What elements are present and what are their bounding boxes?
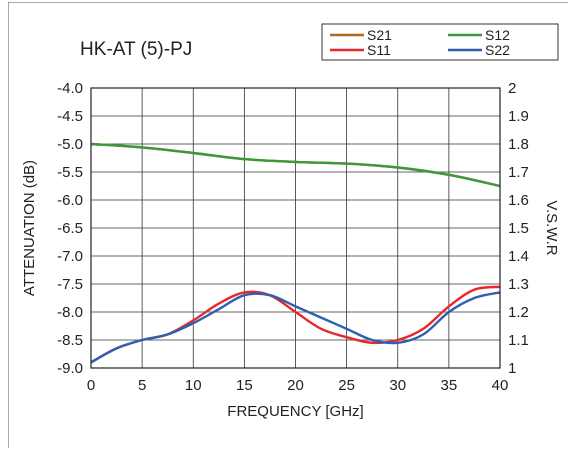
- y-left-tick-label: -8.5: [57, 332, 83, 349]
- legend-box: [321, 23, 559, 61]
- x-tick-label: 30: [389, 377, 406, 394]
- y-left-tick-label: -5.0: [57, 136, 83, 153]
- y-left-tick-label: -4.0: [57, 80, 83, 97]
- x-tick-label: 35: [441, 377, 458, 394]
- y-right-tick-label: 1.9: [508, 108, 529, 125]
- y-left-tick-label: -5.5: [57, 164, 83, 181]
- x-tick-label: 40: [492, 377, 509, 394]
- y-right-tick-label: 1.4: [508, 248, 529, 265]
- y-left-tick-label: -6.0: [57, 192, 83, 209]
- x-tick-label: 5: [138, 377, 146, 394]
- y-left-tick-label: -8.0: [57, 304, 83, 321]
- y-right-tick-label: 1: [508, 360, 516, 377]
- y-right-tick-labels: 2 1.9 1.8 1.7 1.6 1.5 1.4 1.3 1.2 1.1 1: [508, 80, 529, 377]
- x-tick-label: 25: [338, 377, 355, 394]
- x-tick-labels: 0 5 10 15 20 25 30 35 40: [87, 377, 509, 394]
- y-left-tick-labels: -4.0 -4.5 -5.0 -5.5 -6.0 -6.5 -7.0 -7.5 -8.0 -8.5…: [57, 80, 83, 377]
- y-left-tick-label: -9.0: [57, 360, 83, 377]
- y-right-axis-label: V.S.W.R: [543, 200, 560, 255]
- y-left-axis-label: ATTENUATION (dB): [21, 160, 38, 296]
- series-line-s12: [90, 142, 501, 188]
- grid-layer: [90, 87, 501, 369]
- chart-frame: HK-AT (5)-PJ 0 5 10 15 20 25 30 35 40 -4.0 -4.5 -5…: [8, 2, 568, 448]
- series-layer: [90, 142, 501, 364]
- y-right-tick-label: 1.2: [508, 304, 529, 321]
- legend-label-s21: S21: [367, 27, 392, 43]
- x-tick-label: 10: [185, 377, 202, 394]
- y-left-tick-label: -7.0: [57, 248, 83, 265]
- plot-border: [90, 87, 501, 369]
- chart-title: HK-AT (5)-PJ: [80, 39, 192, 60]
- legend-label-s11: S11: [367, 42, 391, 58]
- y-left-tick-label: -7.5: [57, 276, 83, 293]
- legend-label-s12: S12: [485, 27, 510, 43]
- x-axis-label: FREQUENCY [GHz]: [227, 403, 363, 420]
- chart-svg: HK-AT (5)-PJ 0 5 10 15 20 25 30 35 40 -4.0 -4.5 -5…: [8, 2, 568, 448]
- series-line-s22: [90, 291, 501, 364]
- y-right-tick-label: 1.6: [508, 192, 529, 209]
- x-tick-label: 20: [287, 377, 304, 394]
- y-right-tick-label: 1.1: [508, 332, 529, 349]
- y-right-tick-label: 1.5: [508, 220, 529, 237]
- y-right-tick-label: 1.3: [508, 276, 529, 293]
- x-tick-label: 0: [87, 377, 95, 394]
- x-tick-label: 15: [236, 377, 253, 394]
- y-left-tick-label: -4.5: [57, 108, 83, 125]
- y-right-tick-label: 2: [508, 80, 516, 97]
- y-right-tick-label: 1.8: [508, 136, 529, 153]
- y-right-tick-label: 1.7: [508, 164, 529, 181]
- y-left-tick-label: -6.5: [57, 220, 83, 237]
- legend-label-s22: S22: [485, 42, 510, 58]
- legend: S21 S12 S11 S22: [321, 23, 559, 61]
